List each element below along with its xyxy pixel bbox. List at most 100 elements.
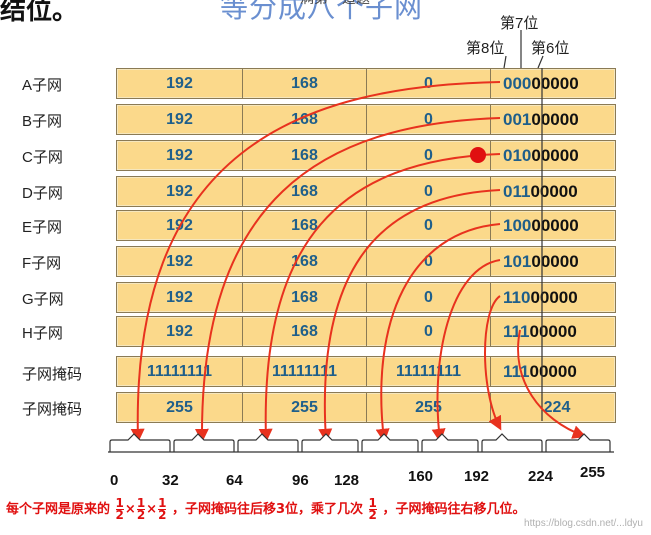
mask-octet1: 11111111 — [117, 357, 243, 386]
subnet-row-a: 192 168 0 00000000 — [116, 68, 616, 99]
octet2: 168 — [243, 317, 367, 346]
range-box-2 — [173, 433, 235, 452]
range-box-3 — [237, 433, 299, 452]
mask-decimal-label: 子网掩码 — [22, 401, 83, 418]
arrow-a — [130, 81, 501, 443]
row-label-h: H子网 — [22, 325, 63, 342]
mask-host-bits: 00000 — [529, 362, 577, 381]
arrow-g — [484, 295, 502, 431]
octet3: 0 — [367, 141, 491, 170]
host-bits: 00000 — [529, 322, 577, 341]
octet4-bits: 10100000 — [503, 247, 579, 276]
octet3: 0 — [367, 105, 491, 134]
subnet-bits: 001 — [503, 110, 532, 129]
bit8-pointer-line — [503, 55, 507, 69]
subnet-bits: 010 — [503, 146, 532, 165]
octet1: 192 — [117, 247, 243, 276]
row-label-g: G子网 — [22, 291, 64, 308]
scale-tick-224: 224 — [528, 468, 554, 485]
bit6-label: 第6位 — [531, 40, 570, 57]
host-bits: 00000 — [531, 252, 579, 271]
mask-octet3: 11111111 — [367, 357, 491, 386]
mask-octet4-value: 224 — [543, 399, 571, 416]
octet2: 168 — [243, 283, 367, 312]
subnet-bits: 110 — [503, 288, 531, 307]
row-label-e: E子网 — [22, 219, 63, 236]
bit6-pointer-line — [537, 55, 544, 69]
octet1: 192 — [117, 317, 243, 346]
octet3: 0 — [367, 247, 491, 276]
row-label-c: C子网 — [22, 149, 63, 166]
subnet-row-d: 192 168 0 01100000 — [116, 176, 616, 207]
scale-tick-255: 255 — [580, 464, 606, 481]
subnet-bits: 011 — [503, 182, 531, 201]
footer-part2: ，子网掩码往后移3位，乘了几次 — [171, 502, 364, 517]
subnet-bits: 000 — [503, 74, 532, 93]
host-bits: 00000 — [531, 146, 579, 165]
mask-octet2: 11111111 — [243, 357, 367, 386]
scale-tick-0: 0 — [110, 472, 119, 489]
highlight-dot — [470, 147, 486, 163]
subnet-row-c: 192 168 0 01000000 — [116, 140, 616, 171]
host-bits: 00000 — [531, 216, 579, 235]
scale-tick-160: 160 — [408, 468, 434, 485]
range-box-4 — [301, 433, 359, 452]
footer-part1: 每个子网是原来的 — [6, 502, 111, 517]
scale-tick-64: 64 — [226, 472, 243, 489]
subnet-arrows — [130, 81, 587, 443]
scale-tick-96: 96 — [292, 472, 309, 489]
host-bits: 00000 — [531, 110, 579, 129]
mask-binary-label: 子网掩码 — [22, 366, 83, 383]
corner-text-fragment: 结位。 — [0, 0, 79, 26]
octet4-bits: 00100000 — [503, 105, 579, 134]
scale-tick-32: 32 — [162, 472, 179, 489]
octet1: 192 — [117, 69, 243, 98]
range-box-7 — [481, 433, 543, 452]
range-box-8 — [545, 433, 611, 452]
subnet-row-h: 192 168 0 11100000 — [116, 316, 616, 347]
octet2: 168 — [243, 69, 367, 98]
octet2: 168 — [243, 211, 367, 240]
subnet-row-e: 192 168 0 10000000 — [116, 210, 616, 241]
range-box-5 — [361, 433, 419, 452]
range-box-6 — [421, 433, 479, 452]
row-label-a: A子网 — [22, 77, 63, 94]
footer-part3: ，子网掩码往右移几位。 — [382, 502, 526, 517]
octet3: 0 — [367, 317, 491, 346]
octet3: 0 — [367, 69, 491, 98]
octet4-bits: 01000000 — [503, 141, 579, 170]
arrow-d — [318, 189, 501, 443]
scale-tick-192: 192 — [464, 468, 490, 485]
caption-overlay: 满第一道题 — [300, 0, 370, 8]
octet1: 192 — [117, 283, 243, 312]
row-label-f: F子网 — [22, 255, 62, 272]
diagram-title: 等分成八个子网 — [220, 0, 424, 24]
octet1: 192 — [117, 177, 243, 206]
mask-binary-row: 11111111 11111111 11111111 11100000 — [116, 356, 616, 387]
arrow-f — [431, 259, 501, 443]
row-label-d: D子网 — [22, 185, 63, 202]
octet1: 192 — [117, 105, 243, 134]
octet3: 0 — [367, 283, 491, 312]
range-box-1 — [109, 433, 171, 452]
subnet-bits: 101 — [503, 252, 532, 271]
watermark: https://blog.csdn.net/...ldyu — [524, 518, 643, 529]
subnet-bits: 100 — [503, 216, 532, 235]
octet2: 168 — [243, 141, 367, 170]
scale-tick-128: 128 — [334, 472, 360, 489]
bit8-label: 第8位 — [466, 40, 505, 57]
octet4-bits: 10000000 — [503, 211, 579, 240]
subnet-row-b: 192 168 0 00100000 — [116, 104, 616, 135]
octet4-bits: 00000000 — [503, 69, 579, 98]
octet4-bits: 11100000 — [503, 317, 577, 346]
arrow-b — [194, 117, 501, 443]
host-bits: 00000 — [531, 74, 579, 93]
bit7-label: 第7位 — [500, 15, 539, 32]
mask-octet2: 255 — [243, 393, 367, 422]
